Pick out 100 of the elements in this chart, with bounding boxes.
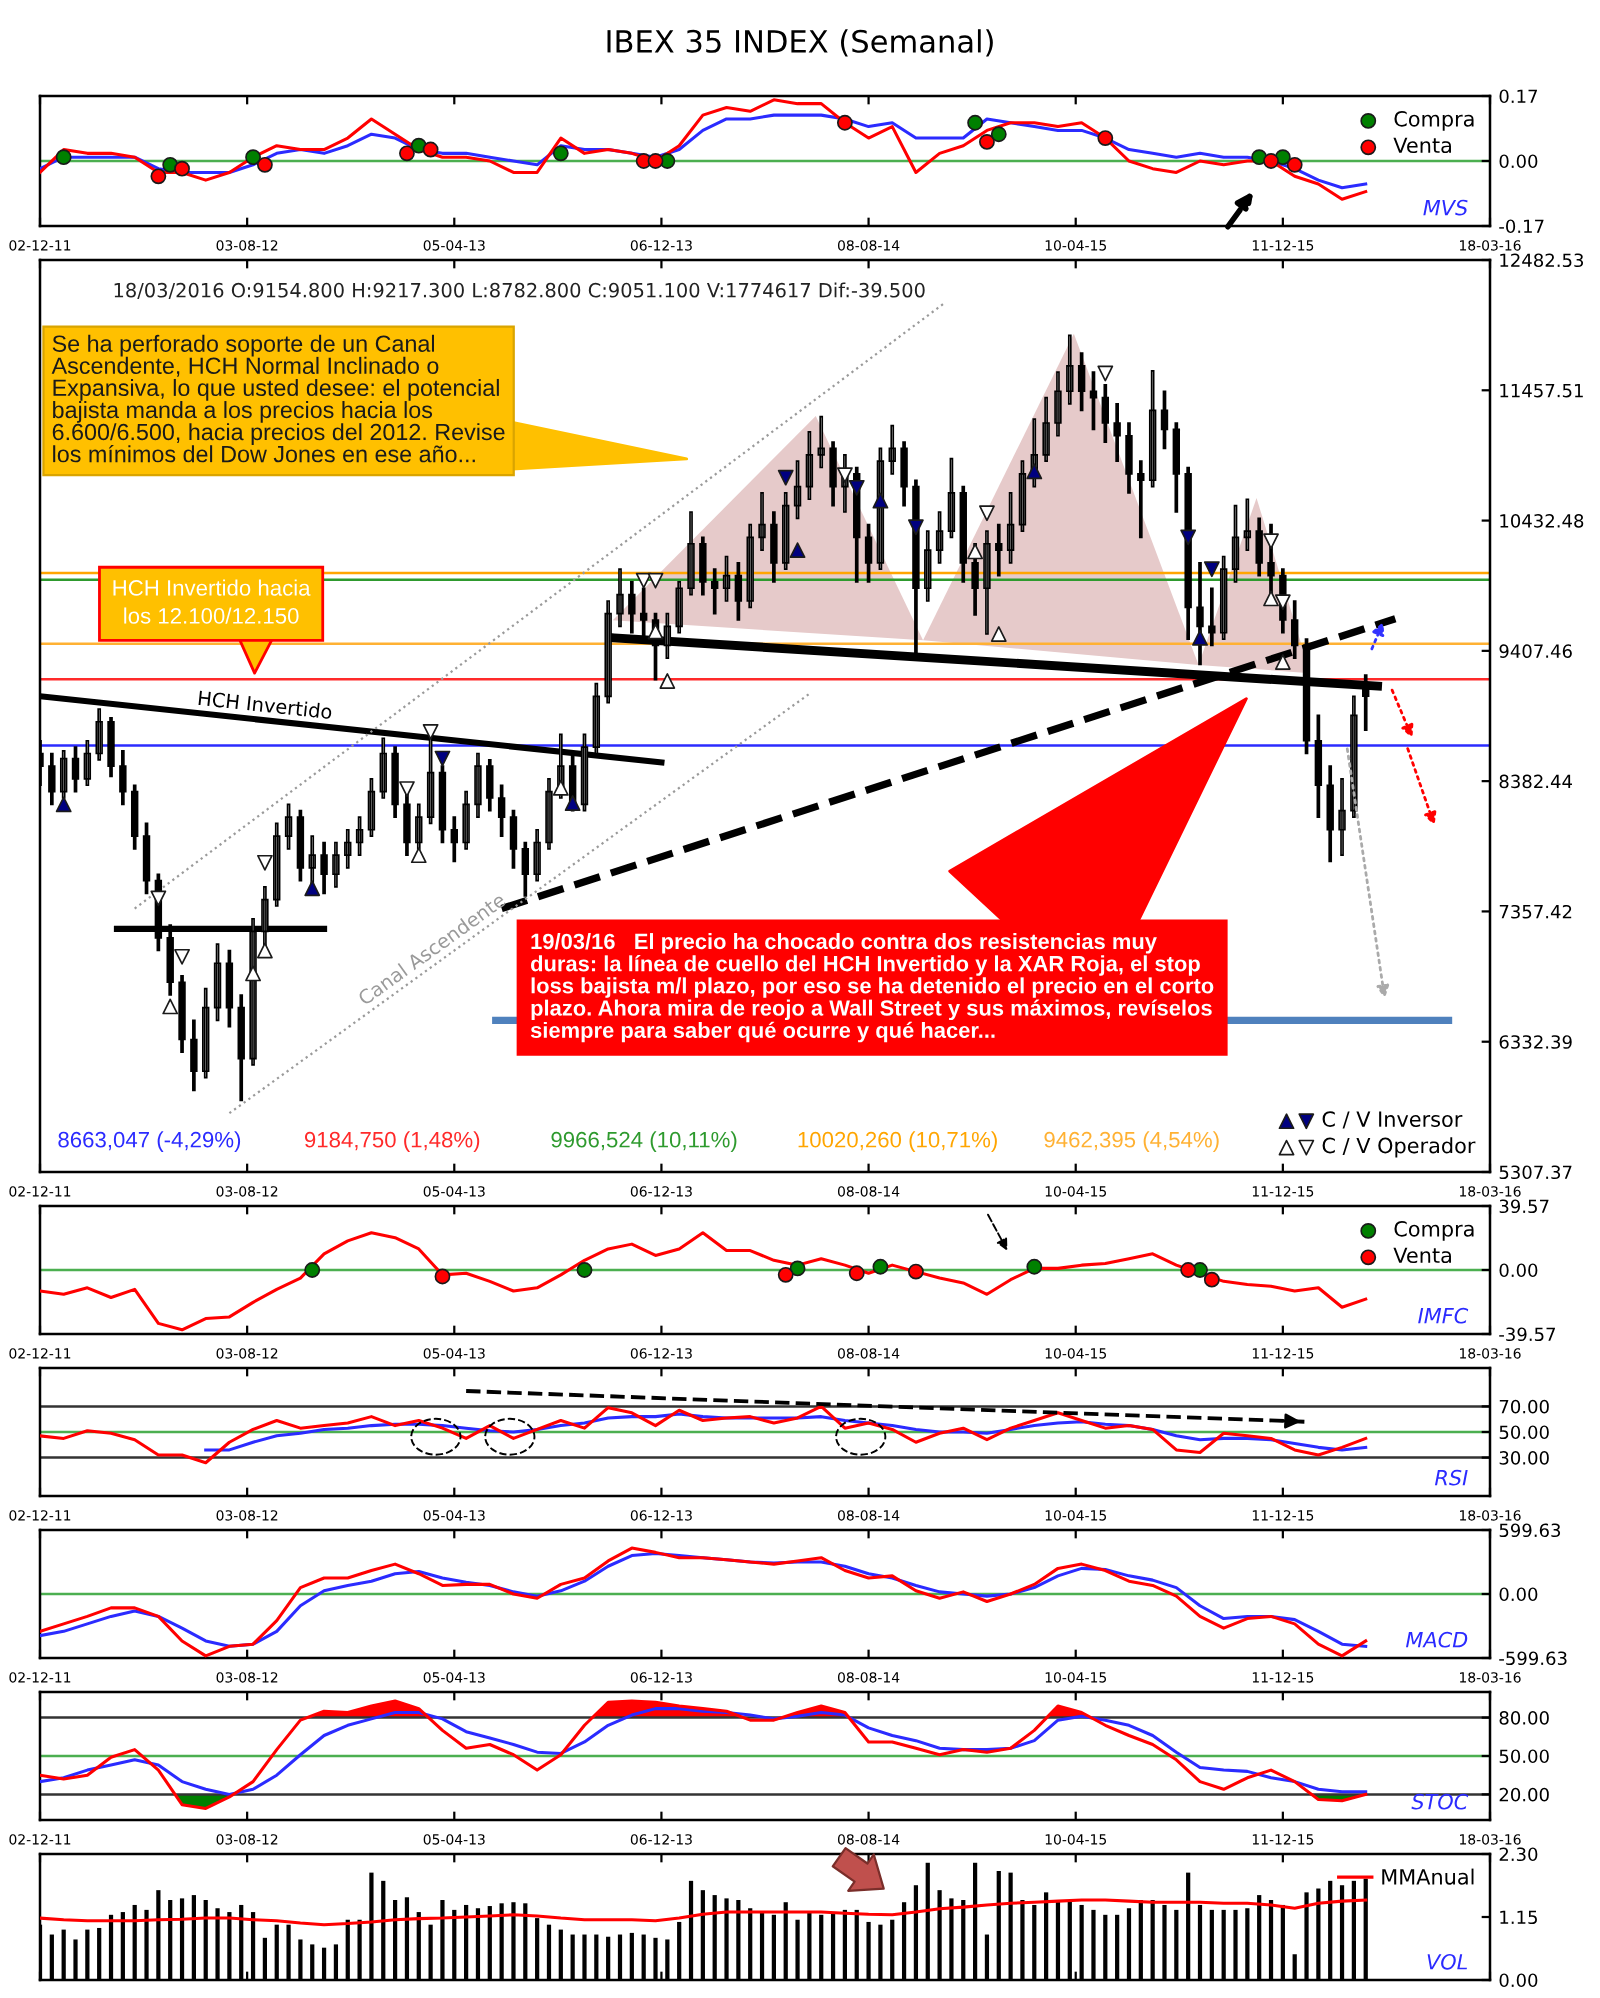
y-tick-label: 50.00	[1499, 1425, 1549, 1440]
candlestick	[995, 523, 1003, 577]
y-axis-title: VOL	[1427, 1953, 1467, 1970]
line-series	[40, 1699, 1368, 1811]
line-series	[40, 98, 1368, 201]
point	[990, 626, 1007, 642]
point	[174, 160, 190, 177]
text: HCH Invertido	[198, 690, 333, 720]
point	[908, 1263, 924, 1280]
point	[256, 156, 273, 173]
y-tick-label: 20.00	[1499, 1787, 1549, 1802]
y-axis-title: IMFC	[1418, 1307, 1469, 1324]
point	[174, 948, 190, 965]
point	[399, 145, 415, 162]
point	[647, 153, 664, 169]
point	[777, 469, 794, 486]
point	[1097, 365, 1114, 382]
point	[162, 998, 179, 1015]
y-tick-label: 70.00	[1499, 1399, 1549, 1414]
point	[777, 1266, 794, 1283]
annotation: 9184,750 (1,48%)	[304, 1131, 480, 1152]
annotation: Se ha perforado soporte de un Canal Ascendente, HCH Normal Inclinado o Expansiva, lo que usted desee: el potencial bajista manda a los precios hacia los 6.600/6.500, hacia precios del 2012. Revise los mínimos del Dow Jones en ese año...	[51, 334, 505, 463]
y-tick-label: 50.00	[1499, 1749, 1549, 1764]
point	[979, 133, 995, 150]
y-axis-title: MVS	[1423, 199, 1468, 216]
point	[150, 168, 167, 185]
point	[990, 126, 1007, 143]
candlestick	[710, 568, 719, 615]
line-series	[40, 1404, 1368, 1465]
point	[552, 145, 569, 162]
line-series	[40, 1231, 1368, 1332]
y-tick-label: 1.15	[1500, 1910, 1537, 1925]
point	[245, 149, 261, 166]
legend-label: Venta	[1393, 137, 1451, 154]
line-series	[40, 113, 1368, 190]
candlestick	[758, 492, 766, 551]
point	[256, 854, 273, 871]
line-series	[40, 1707, 1368, 1796]
point	[647, 572, 664, 589]
y-tick-label: 80.00	[1499, 1711, 1549, 1725]
candlestick	[817, 415, 825, 469]
point	[552, 779, 569, 796]
point	[304, 1262, 321, 1278]
point	[908, 519, 924, 536]
annotation: 9966,524 (10,11%)	[551, 1131, 737, 1152]
point	[1026, 1258, 1043, 1275]
legend-label: Compra	[1394, 1220, 1474, 1241]
annotation: 10020,260 (10,71%)	[798, 1131, 997, 1152]
point	[1192, 629, 1208, 646]
legend-label: Venta	[1393, 1247, 1451, 1264]
line-series	[40, 1898, 1368, 1927]
legend-label: C / V Inversor	[1322, 1111, 1463, 1129]
point	[872, 1258, 889, 1275]
legend-label: Compra	[1394, 110, 1474, 131]
legend-label: MMAnual	[1382, 1868, 1474, 1885]
point	[1180, 1262, 1197, 1278]
y-tick-label: 2.30	[1499, 1847, 1538, 1862]
point	[659, 673, 676, 689]
point	[647, 623, 664, 640]
point	[1180, 529, 1197, 546]
point	[422, 723, 439, 740]
point	[1274, 594, 1291, 611]
point	[848, 1265, 865, 1282]
y-tick-label: 11457.51	[1500, 383, 1583, 398]
point	[55, 149, 72, 166]
point	[1263, 590, 1279, 607]
point	[256, 942, 273, 959]
point	[967, 543, 984, 560]
y-tick-label: 0.00	[1499, 154, 1538, 169]
point	[1263, 153, 1279, 169]
y-axis-title: STOC	[1411, 1793, 1469, 1810]
y-tick-label: 10432.48	[1500, 514, 1584, 528]
point	[422, 141, 439, 158]
y-tick-label: -599.63	[1499, 1651, 1567, 1666]
y-axis-title: RSI	[1434, 1469, 1468, 1486]
y-tick-label: 0.00	[1499, 1263, 1538, 1278]
y-tick-label: 30.00	[1499, 1451, 1549, 1465]
y-tick-label: 8382.44	[1499, 774, 1572, 789]
y-tick-label: 0.17	[1499, 89, 1537, 104]
point	[434, 750, 451, 767]
point	[789, 1260, 806, 1277]
point	[576, 1262, 593, 1278]
point	[1097, 130, 1114, 146]
point	[399, 781, 415, 797]
point	[564, 795, 581, 811]
annotation: 18/03/2016 O:9154.800 H:9217.300 L:8782.800 C:9051.100 V:1774617 Dif:-39.500	[114, 282, 925, 300]
candlestick	[1338, 778, 1346, 857]
point	[979, 505, 995, 522]
point	[1203, 561, 1220, 578]
y-tick-label: 12482.53	[1500, 253, 1584, 268]
annotation: 8663,047 (-4,29%)	[58, 1131, 241, 1152]
annotation: 19/03/16 El precio ha chocado contra dos resistencias muy duras: la línea de cuello del HCH Invertido y la XAR Roja, el stop loss bajista m/l plazo, por eso se ha detenido el precio en el corto plazo. Ahora mira de reojo a Wall Street y sus máximos, revíselos siempre para saber qué ocurre y qué hacer...	[530, 933, 1214, 1043]
point	[836, 114, 853, 131]
y-tick-label: 39.57	[1499, 1199, 1549, 1214]
point	[1274, 654, 1291, 670]
y-tick-label: 9407.46	[1499, 644, 1572, 658]
point	[836, 467, 853, 484]
y-tick-label: -0.17	[1499, 219, 1544, 234]
point	[1286, 156, 1303, 173]
y-tick-label: 0.00	[1499, 1587, 1538, 1602]
